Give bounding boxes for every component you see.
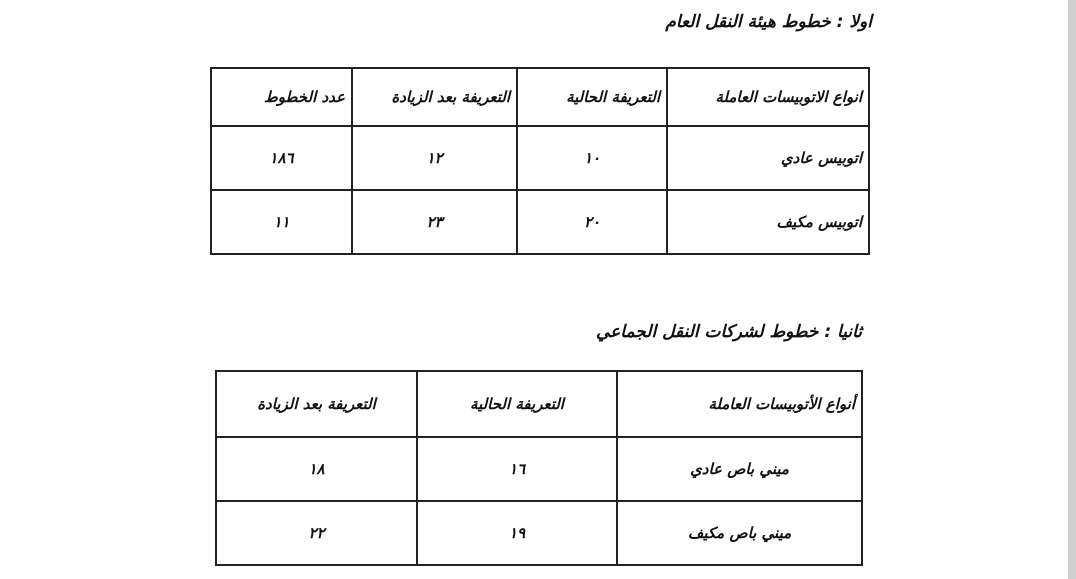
table-row: اتوبيس مكيف ٢٠ ٢٣ ١١: [210, 189, 870, 255]
new-fare: ٢٢: [215, 500, 418, 566]
section2-heading: ثانيا : خطوط لشركات النقل الجماعي: [595, 322, 862, 342]
header-bus-type: انواع الاتوبيسات العاملة: [666, 67, 870, 127]
table-row: ميني باص عادي ١٦ ١٨: [215, 436, 863, 502]
bus-type: اتوبيس عادي: [666, 125, 870, 191]
header-line-count: عدد الخطوط: [210, 67, 353, 127]
new-fare: ١٢: [351, 125, 518, 191]
new-fare: ٢٣: [351, 189, 518, 255]
table-row: اتوبيس عادي ١٠ ١٢ ١٨٦: [210, 125, 870, 191]
line-count: ١٨٦: [210, 125, 353, 191]
table-row: ميني باص مكيف ١٩ ٢٢: [215, 500, 863, 566]
bus-type: ميني باص مكيف: [616, 500, 863, 566]
header-current-fare: التعريفة الحالية: [516, 67, 668, 127]
header-current-fare: التعريفة الحالية: [416, 370, 618, 438]
current-fare: ١٦: [416, 436, 618, 502]
current-fare: ١٩: [416, 500, 618, 566]
header-new-fare: التعريفة بعد الزيادة: [215, 370, 418, 438]
header-bus-type: أنواع الأتوبيسات العاملة: [616, 370, 863, 438]
section1-heading: اولا : خطوط هيئة النقل العام: [665, 12, 872, 32]
new-fare: ١٨: [215, 436, 418, 502]
current-fare: ٢٠: [516, 189, 668, 255]
header-new-fare: التعريفة بعد الزيادة: [351, 67, 518, 127]
collective-transport-fares-table: أنواع الأتوبيسات العاملة التعريفة الحالي…: [215, 370, 863, 566]
table-header-row: انواع الاتوبيسات العاملة التعريفة الحالي…: [210, 67, 870, 127]
bus-type: اتوبيس مكيف: [666, 189, 870, 255]
bus-type: ميني باص عادي: [616, 436, 863, 502]
public-transport-fares-table: انواع الاتوبيسات العاملة التعريفة الحالي…: [210, 67, 870, 255]
scan-edge: [1068, 0, 1076, 579]
table-header-row: أنواع الأتوبيسات العاملة التعريفة الحالي…: [215, 370, 863, 438]
current-fare: ١٠: [516, 125, 668, 191]
line-count: ١١: [210, 189, 353, 255]
